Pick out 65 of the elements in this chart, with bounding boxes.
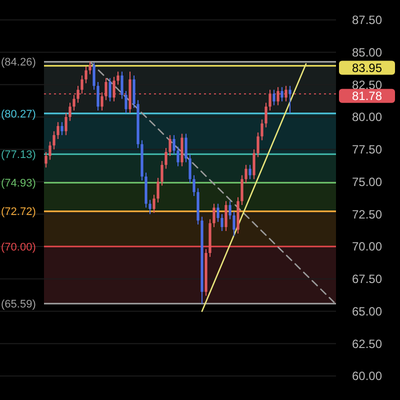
candlestick [108, 78, 112, 102]
candlestick [272, 89, 276, 106]
ref-line-label: (80.27) [1, 108, 36, 120]
candlestick [288, 85, 292, 114]
y-tick-label: 80.00 [352, 110, 382, 124]
candlestick [168, 134, 172, 156]
candlestick [176, 146, 180, 167]
ref-line-label: (72.72) [1, 206, 36, 218]
candlestick [88, 61, 92, 75]
candlestick [160, 160, 164, 186]
candlestick [164, 148, 168, 170]
y-tick-label: 72.50 [352, 207, 382, 222]
y-tick-label: 85.00 [352, 45, 382, 60]
y-tick-label: 62.50 [352, 336, 382, 351]
candlestick [172, 134, 176, 156]
ref-line-label: (84.26) [1, 56, 36, 69]
candlestick [240, 174, 244, 206]
candlestick [228, 200, 232, 220]
ref-line-label: (65.59) [1, 298, 36, 310]
y-tick-label: 70.00 [352, 240, 382, 254]
candlestick [244, 164, 248, 184]
text: 81.78 [352, 89, 382, 104]
candlestick [92, 62, 96, 90]
candlestick [64, 112, 68, 136]
candlestick [152, 194, 156, 214]
candlestick [264, 102, 268, 128]
candlestick [252, 148, 256, 180]
candlestick [212, 203, 216, 228]
ref-line-label: (74.93) [1, 177, 36, 190]
candlestick [96, 81, 100, 111]
y-tick-label: 82.50 [352, 78, 382, 92]
candlestick [48, 141, 52, 160]
candlestick [120, 71, 124, 100]
candlestick [124, 90, 128, 114]
y-tick-label: 67.50 [352, 272, 382, 286]
candlestick [56, 122, 60, 140]
candlestick [68, 102, 72, 122]
candlestick [232, 211, 236, 237]
y-tick-label: 87.50 [352, 13, 382, 28]
candlestick [256, 132, 260, 158]
candlestick [116, 71, 120, 86]
candlestick [44, 151, 48, 168]
candlestick [148, 199, 152, 215]
y-tick-label: 77.50 [352, 142, 382, 157]
candlestick [184, 133, 188, 163]
candlestick [224, 200, 228, 232]
y-tick-label: 75.00 [352, 174, 382, 189]
y-tick-label: 65.00 [352, 304, 382, 318]
candlestick [248, 164, 252, 180]
candlestick [188, 154, 192, 184]
candlestick [192, 174, 196, 196]
ref-line-label: (70.00) [1, 241, 36, 254]
candlestick [216, 203, 220, 222]
candlestick [80, 75, 84, 94]
candlestick [84, 66, 88, 84]
candlestick [60, 122, 64, 136]
candlestick [280, 86, 284, 102]
text: 83.95 [352, 61, 382, 76]
candlestick [52, 130, 56, 150]
candlestick [156, 177, 160, 203]
candlestick [220, 214, 224, 232]
y-tick-label: 60.00 [352, 369, 382, 384]
candlestick [260, 119, 264, 141]
candlestick [268, 89, 272, 111]
ref-line-label: (77.13) [1, 148, 36, 161]
